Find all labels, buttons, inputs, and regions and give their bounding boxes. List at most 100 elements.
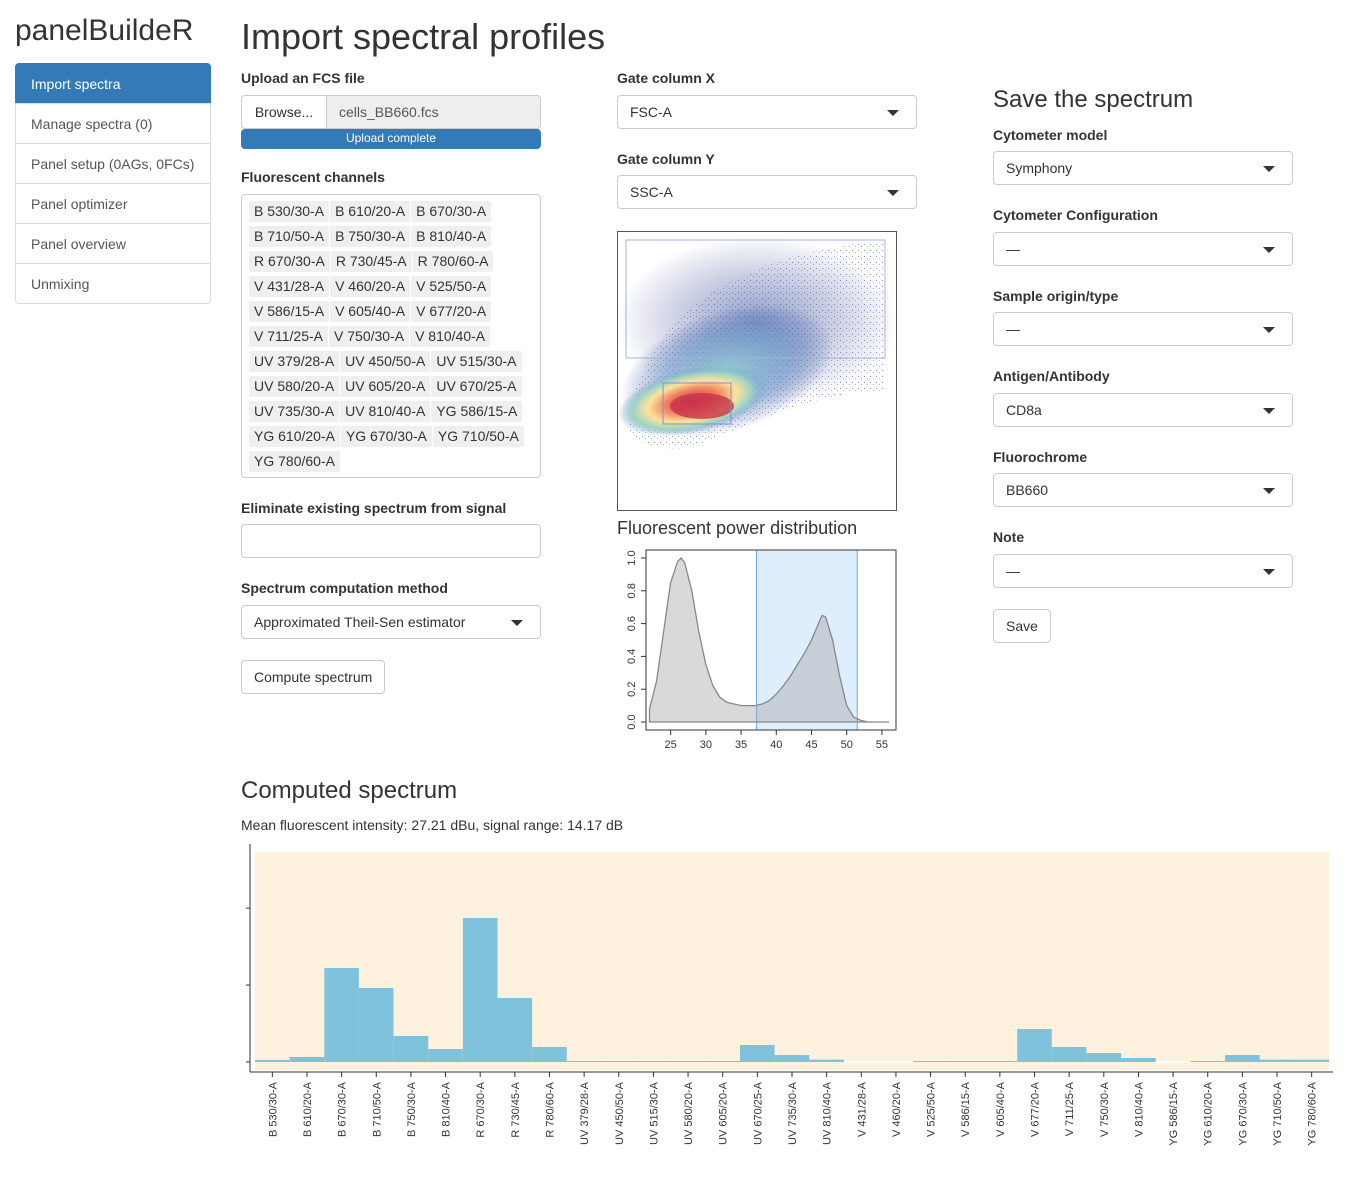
computed-spectrum-chart: B 530/30-A B 610/20-A B 670/30-A B 710/50-A… (246, 844, 1333, 1146)
power-distribution-chart[interactable]: 25 30 35 40 45 50 55 0.0 0.2 0.4 0.6 0.8 1.0 (612, 545, 907, 765)
channel-chip[interactable]: R 780/60-A (412, 251, 494, 272)
selection-band[interactable] (756, 549, 858, 731)
channel-chip[interactable]: V 586/15-A (249, 301, 330, 322)
save-title: Save the spectrum (993, 86, 1194, 113)
gate-y-select[interactable]: SSC-A (617, 175, 917, 209)
x-tick-label: UV 450/50-A (614, 1081, 626, 1145)
channel-chip[interactable]: V 750/30-A (329, 326, 410, 347)
browse-button[interactable]: Browse... (241, 95, 327, 129)
save-button[interactable]: Save (993, 609, 1051, 643)
method-select-value: Approximated Theil-Sen estimator (254, 614, 466, 630)
channel-chip[interactable]: B 810/40-A (411, 226, 492, 247)
spectrum-bar (428, 1049, 463, 1062)
cytometer-model-select[interactable]: Symphony (993, 151, 1293, 185)
channel-chip[interactable]: YG 710/50-A (432, 426, 524, 447)
channel-chip[interactable]: UV 670/25-A (431, 376, 522, 397)
nav-item-manage-spectra[interactable]: Manage spectra (0) (15, 103, 211, 144)
channel-chip[interactable]: R 730/45-A (330, 251, 412, 272)
channels-label: Fluorescent channels (241, 169, 385, 185)
sample-value: — (1006, 321, 1020, 337)
x-tick-label: 25 (665, 739, 677, 751)
gate-x-select[interactable]: FSC-A (617, 95, 917, 129)
channel-chip[interactable]: B 670/30-A (411, 201, 492, 222)
method-select[interactable]: Approximated Theil-Sen estimator (241, 605, 541, 639)
spectrum-bar (566, 1061, 602, 1062)
channel-chip[interactable]: YG 586/15-A (431, 401, 523, 422)
channel-chip[interactable]: UV 379/28-A (249, 351, 340, 372)
channels-multiselect[interactable]: B 530/30-A B 610/20-A B 670/30-A B 710/50-A… (241, 194, 541, 478)
spectrum-bar (1121, 1058, 1156, 1062)
channel-chip[interactable]: YG 780/60-A (249, 451, 340, 472)
x-tick-label: UV 735/30-A (787, 1081, 799, 1145)
eliminate-input[interactable] (241, 524, 541, 558)
filename-field: cells_BB660.fcs (326, 95, 541, 129)
chevron-down-icon (1263, 569, 1275, 575)
gate-outer-rect[interactable] (625, 239, 886, 359)
channel-chip[interactable]: B 610/20-A (330, 201, 411, 222)
x-tick-label: V 711/25-A (1064, 1081, 1076, 1136)
config-value: — (1006, 241, 1020, 257)
antigen-value: CD8a (1006, 402, 1042, 418)
note-label: Note (993, 529, 1025, 545)
gate-scatter-plot[interactable] (617, 231, 897, 511)
x-tick-label: V 586/15-A (960, 1081, 972, 1137)
sample-select[interactable]: — (993, 312, 1293, 346)
nav-item-panel-overview[interactable]: Panel overview (15, 223, 211, 264)
chevron-down-icon (887, 190, 899, 196)
spectrum-bar (1294, 1059, 1329, 1062)
computed-spectrum-summary: Mean fluorescent intensity: 27.21 dBu, s… (241, 817, 624, 833)
channel-chip[interactable]: UV 605/20-A (340, 376, 431, 397)
method-label: Spectrum computation method (241, 580, 448, 596)
channel-chip[interactable]: B 530/30-A (249, 201, 330, 222)
x-tick-label: V 605/40-A (995, 1081, 1007, 1137)
channel-chip[interactable]: B 750/30-A (330, 226, 411, 247)
x-tick-label: V 431/28-A (856, 1081, 868, 1137)
spectrum-bar (1086, 1053, 1122, 1062)
nav-item-panel-setup[interactable]: Panel setup (0AGs, 0FCs) (15, 143, 211, 184)
x-tick-label: B 810/40-A (441, 1081, 453, 1137)
gate-inner-rect[interactable] (662, 382, 732, 425)
channel-chip[interactable]: V 677/20-A (411, 301, 492, 322)
chevron-down-icon (887, 110, 899, 116)
antigen-select[interactable]: CD8a (993, 393, 1293, 427)
spectrum-gap (878, 1061, 914, 1063)
x-tick-label: YG 586/15-A (1168, 1081, 1180, 1145)
fluorochrome-select[interactable]: BB660 (993, 473, 1293, 507)
x-tick-label: V 525/50-A (926, 1081, 938, 1137)
x-tick-label: 30 (700, 739, 712, 751)
channel-chip[interactable]: B 710/50-A (249, 226, 330, 247)
x-tick-label: V 460/20-A (891, 1081, 903, 1137)
channel-chip[interactable]: V 525/50-A (411, 276, 492, 297)
page-title: Import spectral profiles (241, 16, 606, 57)
channel-chip[interactable]: UV 735/30-A (249, 401, 340, 422)
nav-item-unmixing[interactable]: Unmixing (15, 263, 211, 304)
spectrum-bar (947, 1061, 983, 1062)
compute-spectrum-button[interactable]: Compute spectrum (241, 660, 386, 694)
nav-item-import-spectra[interactable]: Import spectra (15, 63, 211, 104)
spectrum-bar (982, 1061, 1018, 1062)
channel-chip[interactable]: UV 515/30-A (431, 351, 522, 372)
spectrum-gap (1155, 1061, 1191, 1063)
sample-label: Sample origin/type (993, 288, 1119, 304)
channel-chip[interactable]: R 670/30-A (249, 251, 330, 272)
channel-chip[interactable]: UV 450/50-A (340, 351, 431, 372)
channel-chip[interactable]: YG 610/20-A (249, 426, 340, 447)
channel-chip[interactable]: UV 580/20-A (249, 376, 340, 397)
config-select[interactable]: — (993, 232, 1293, 266)
channel-chip[interactable]: YG 670/30-A (340, 426, 432, 447)
spectrum-bar (705, 1061, 740, 1062)
channel-chip[interactable]: V 711/25-A (249, 326, 329, 347)
gate-x-value: FSC-A (630, 104, 672, 120)
channel-chip[interactable]: V 431/28-A (249, 276, 330, 297)
channel-chip[interactable]: V 460/20-A (330, 276, 411, 297)
channel-chip[interactable]: UV 810/40-A (340, 401, 431, 422)
sidebar-nav: Import spectra Manage spectra (0) Panel … (15, 63, 211, 304)
nav-item-panel-optimizer[interactable]: Panel optimizer (15, 183, 211, 224)
channel-chip[interactable]: V 810/40-A (410, 326, 491, 347)
x-tick-label: B 670/30-A (337, 1081, 349, 1137)
channel-chip[interactable]: V 605/40-A (330, 301, 411, 322)
chevron-down-icon (1263, 247, 1275, 253)
note-select[interactable]: — (993, 554, 1293, 588)
spectrum-bar (255, 1060, 290, 1062)
x-tick-label: 55 (876, 739, 888, 751)
